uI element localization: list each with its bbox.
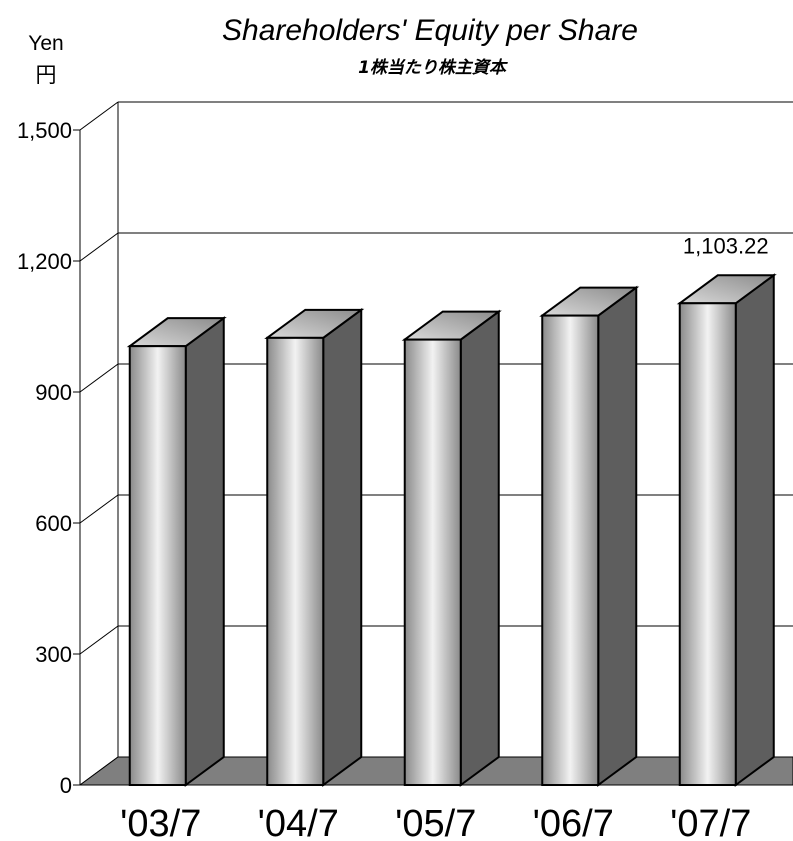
y-tick-label: 1,200: [17, 249, 72, 274]
bar-front: [541, 314, 600, 786]
bar-side: [734, 273, 775, 787]
bar-side: [459, 309, 500, 787]
bar-front: [678, 302, 737, 786]
gridline-connector: [79, 494, 119, 524]
gridline-connector: [79, 232, 119, 262]
gridline-connector: [79, 101, 119, 131]
bar-front: [128, 345, 187, 786]
x-tick-label: '04/7: [258, 803, 339, 841]
gridline-connector: [79, 363, 119, 393]
x-tick-label: '05/7: [395, 803, 476, 841]
x-tick-label: '06/7: [533, 803, 614, 841]
chart-title: Shareholders' Equity per Share: [222, 14, 638, 47]
bar-front: [266, 336, 325, 786]
data-labels: 1,103.22: [683, 233, 769, 258]
bar: [126, 316, 227, 787]
y-axis-unit: Yen: [28, 32, 63, 55]
bars: [126, 273, 777, 787]
y-tick-label: 1,500: [17, 118, 72, 143]
bar: [539, 285, 640, 787]
y-ticks: 0 300 600 900 1,200 1,500: [17, 118, 80, 798]
y-axis-unit-jp: 円: [36, 64, 57, 87]
bar: [264, 307, 365, 787]
bar-side: [597, 285, 638, 787]
data-label: 1,103.22: [683, 233, 769, 258]
gridline-connector: [79, 625, 119, 655]
y-tick-label: 0: [60, 773, 72, 798]
axes: [79, 102, 119, 785]
y-tick-label: 300: [35, 642, 72, 667]
bar-front: [403, 338, 462, 786]
bar: [676, 273, 777, 787]
x-tick-labels: '03/7 '04/7 '05/7 '06/7 '07/7: [120, 803, 751, 841]
bar-side: [322, 307, 363, 787]
y-tick-label: 600: [35, 511, 72, 536]
bar: [401, 309, 502, 787]
bar-side: [184, 316, 225, 787]
y-tick-label: 900: [35, 380, 72, 405]
x-tick-label: '07/7: [670, 803, 751, 841]
chart-subtitle: 1株当たり株主資本: [358, 58, 509, 78]
x-tick-label: '03/7: [120, 803, 201, 841]
